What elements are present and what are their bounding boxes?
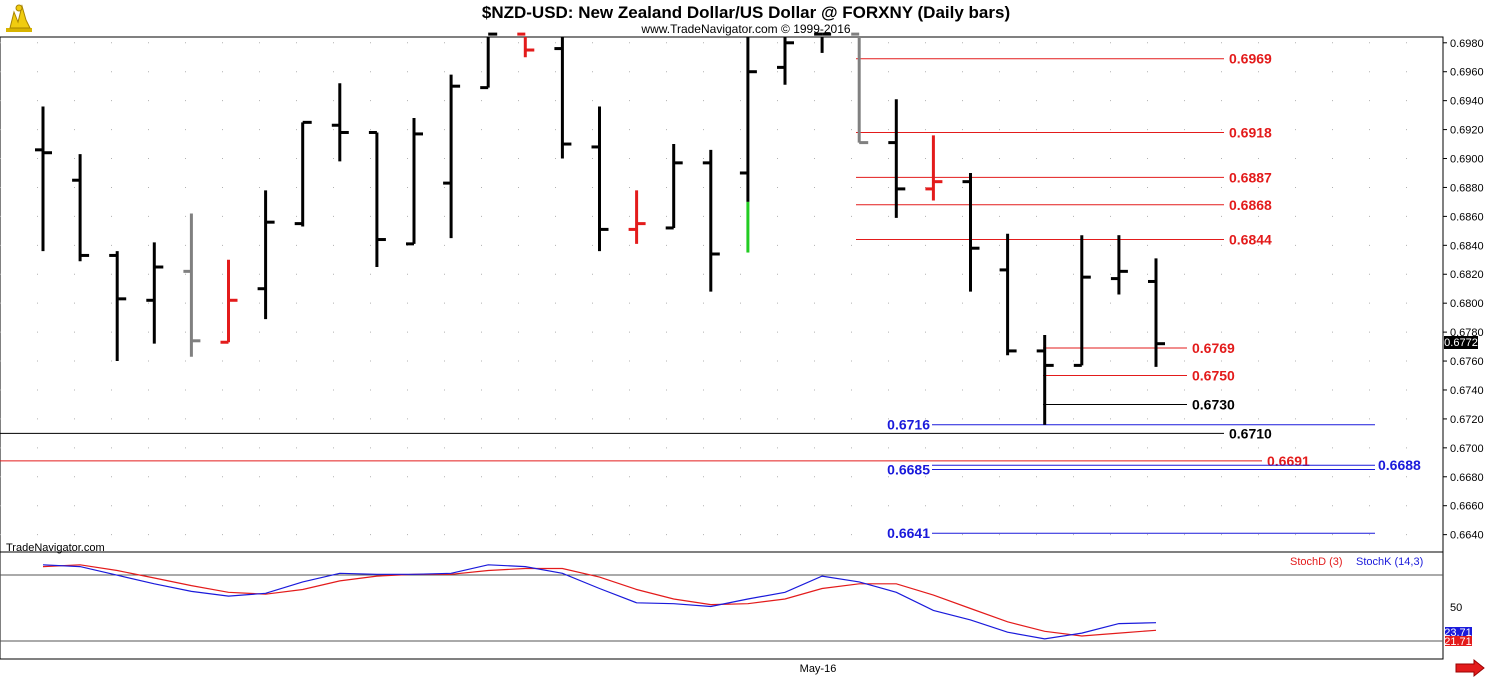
- price-bars: [35, 32, 1165, 425]
- level-label: 0.6685: [887, 462, 930, 478]
- price-tick-label: 0.6940: [1450, 96, 1484, 108]
- price-tick-label: 0.6720: [1450, 414, 1484, 426]
- level-label: 0.6716: [887, 417, 930, 433]
- ohlc-bar: [220, 259, 238, 344]
- price-tick-label: 0.6740: [1450, 385, 1484, 397]
- last-price-tag-bg: [1444, 336, 1478, 349]
- stoch-d-value-bg: [1445, 636, 1472, 646]
- ohlc-bar: [294, 120, 312, 227]
- price-tick-label: 0.6700: [1450, 443, 1484, 455]
- price-tick-label: 0.6960: [1450, 67, 1484, 79]
- ohlc-bar: [368, 130, 386, 268]
- ohlc-bar: [851, 32, 869, 145]
- price-tick-label: 0.6800: [1450, 298, 1484, 310]
- price-tick-label: 0.6640: [1450, 530, 1484, 542]
- level-label: 0.6969: [1229, 51, 1272, 67]
- level-label: 0.6918: [1229, 124, 1272, 140]
- stoch-d-value: 21.71: [1444, 636, 1472, 648]
- level-label: 0.6868: [1229, 197, 1272, 213]
- ohlc-bar: [443, 74, 461, 239]
- ohlc-bar: [406, 118, 423, 246]
- ohlc-bar: [1148, 258, 1165, 367]
- ohlc-bar: [665, 144, 683, 230]
- ohlc-bar: [925, 135, 943, 201]
- ohlc-bar: [554, 37, 572, 159]
- watermark: TradeNavigator.com: [6, 542, 105, 554]
- level-lines: 0.6969 0.6918 0.6887 0.6868 0.6844 0.6769 0.67…: [0, 51, 1421, 541]
- trade-navigator-logo-icon: [6, 4, 32, 32]
- price-tick-label: 0.6860: [1450, 211, 1484, 223]
- price-tick-label: 0.6880: [1450, 182, 1484, 194]
- level-label: 0.6710: [1229, 425, 1272, 441]
- price-tick-label: 0.6840: [1450, 240, 1484, 252]
- scroll-right-arrow-icon[interactable]: [1455, 658, 1485, 678]
- price-tick-label: 0.6760: [1450, 356, 1484, 368]
- ohlc-bar: [739, 37, 757, 253]
- price-tick-label: 0.6920: [1450, 125, 1484, 137]
- ohlc-bar: [591, 106, 609, 252]
- ohlc-bar: [1110, 235, 1128, 295]
- ohlc-bar: [814, 32, 832, 53]
- price-tick-label: 0.6680: [1450, 472, 1484, 484]
- ohlc-bar: [257, 190, 275, 320]
- ohlc-bar: [480, 32, 498, 90]
- ohlc-bar: [1036, 335, 1054, 425]
- level-label: 0.6641: [887, 525, 930, 541]
- ohlc-bar: [517, 32, 535, 58]
- level-label: 0.6750: [1192, 368, 1235, 384]
- price-tick-label: 0.6820: [1450, 269, 1484, 281]
- ohlc-bar: [702, 149, 720, 292]
- level-label: 0.6769: [1192, 340, 1235, 356]
- price-pane: [0, 36, 1444, 553]
- level-label: 0.6730: [1192, 396, 1235, 412]
- ohlc-bar: [777, 37, 794, 85]
- ohlc-bar: [1073, 235, 1091, 367]
- ohlc-bar: [109, 251, 127, 362]
- indicator-pane: [0, 551, 1444, 660]
- price-tick-label: 0.6900: [1450, 154, 1484, 166]
- stoch-k-line: [42, 564, 1157, 640]
- last-price-tag: 0.6772: [1444, 337, 1478, 349]
- price-tick-label: 0.6980: [1450, 38, 1484, 50]
- ohlc-bar: [888, 99, 906, 218]
- ohlc-bar: [628, 190, 646, 244]
- stoch-k-value-bg: [1445, 627, 1472, 637]
- chart-title: $NZD-USD: New Zealand Dollar/US Dollar @…: [482, 3, 1010, 22]
- ohlc-bar: [72, 154, 90, 262]
- ohlc-bar: [35, 106, 52, 252]
- time-axis-label: May-16: [800, 663, 837, 675]
- level-label: 0.6844: [1229, 232, 1272, 248]
- level-label: 0.6688: [1378, 457, 1421, 473]
- ohlc-bar: [331, 83, 349, 162]
- stoch-d-legend: StochD (3): [1290, 556, 1343, 568]
- level-label: 0.6887: [1229, 169, 1272, 185]
- price-axis-ticks: 0.6980 0.6960 0.6940 0.6920 0.6900 0.6880 0.68…: [1443, 38, 1484, 542]
- ohlc-bar: [962, 172, 980, 292]
- ohlc-bar: [146, 242, 164, 344]
- stoch-k-legend: StochK (14,3): [1356, 556, 1423, 568]
- ohlc-bar: [183, 213, 201, 357]
- level-label: 0.6691: [1267, 453, 1310, 469]
- stoch-50-tick: 50: [1450, 602, 1462, 614]
- stoch-d-line: [42, 564, 1157, 637]
- price-tick-label: 0.6660: [1450, 501, 1484, 513]
- chart-subtitle: www.TradeNavigator.com © 1999-2016: [640, 22, 850, 36]
- ohlc-bar: [999, 233, 1017, 356]
